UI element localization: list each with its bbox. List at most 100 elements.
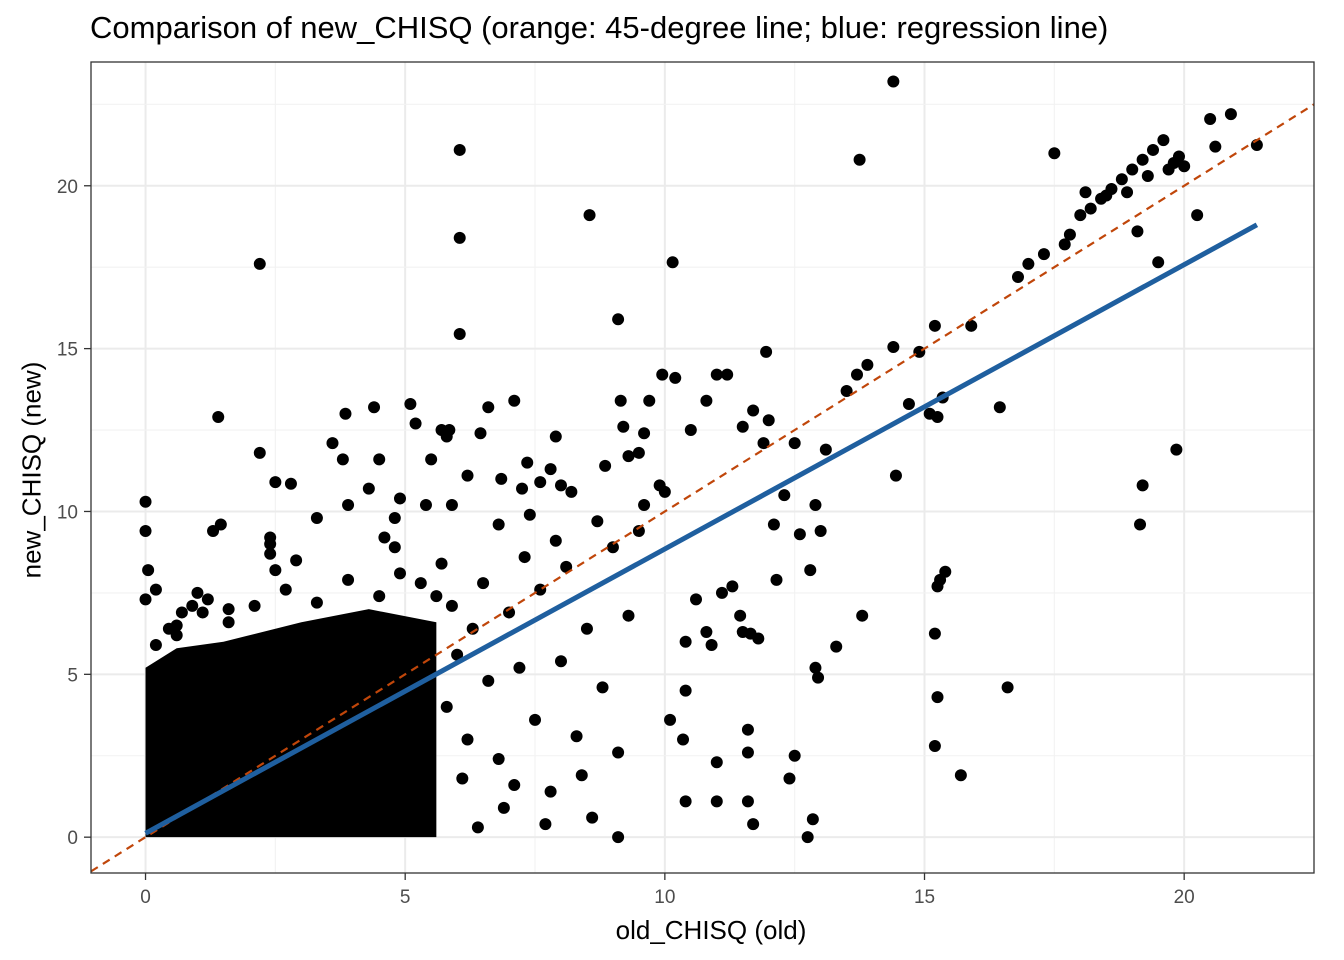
data-point: [856, 609, 869, 622]
data-point: [482, 401, 495, 414]
data-point: [1048, 147, 1061, 160]
data-point: [715, 586, 728, 599]
data-point: [814, 525, 827, 538]
data-point: [819, 443, 832, 456]
data-point: [612, 313, 625, 326]
cloud-point: [529, 713, 542, 726]
data-point: [1063, 228, 1076, 241]
y-tick-label: 20: [57, 177, 78, 198]
data-point: [409, 417, 422, 430]
data-point: [212, 411, 225, 424]
data-point: [614, 394, 627, 407]
data-point: [284, 477, 297, 490]
data-point: [679, 635, 692, 648]
data-point: [889, 469, 902, 482]
cloud-point: [632, 525, 645, 538]
data-point: [264, 538, 277, 551]
data-point: [1001, 681, 1014, 694]
x-tick-label: 10: [654, 887, 675, 908]
cloud-point: [456, 772, 469, 785]
cloud-point: [570, 730, 583, 743]
data-point: [1115, 173, 1128, 186]
y-tick-label: 10: [57, 502, 78, 523]
data-point: [1136, 153, 1149, 166]
data-point: [1157, 134, 1170, 147]
data-point: [461, 469, 474, 482]
data-point: [425, 453, 438, 466]
cloud-point: [497, 801, 510, 814]
data-point: [1058, 238, 1071, 251]
gridlines: [91, 62, 1314, 873]
data-point: [778, 489, 791, 502]
cloud-point: [612, 746, 625, 759]
data-point: [747, 818, 760, 831]
data-point: [809, 498, 822, 511]
data-point: [840, 384, 853, 397]
data-point: [516, 482, 529, 495]
data-point: [1209, 140, 1222, 153]
data-point: [1147, 143, 1160, 156]
cloud-point: [414, 577, 427, 590]
data-point: [1152, 256, 1165, 269]
data-point: [632, 446, 645, 459]
data-point: [222, 603, 235, 616]
data-point: [508, 394, 521, 407]
data-point: [443, 424, 456, 437]
data-point: [760, 345, 773, 358]
data-point: [404, 397, 417, 410]
cloud-point: [430, 590, 443, 603]
data-point: [928, 319, 941, 332]
data-point: [747, 404, 760, 417]
cloud-point: [461, 733, 474, 746]
data-point: [1204, 112, 1217, 125]
data-point: [783, 772, 796, 785]
data-point: [445, 498, 458, 511]
data-point: [419, 498, 432, 511]
data-point: [453, 231, 466, 244]
reference-lines: [91, 103, 1314, 873]
data-point: [544, 463, 557, 476]
data-point: [264, 547, 277, 560]
y-tick-label: 5: [67, 665, 78, 686]
cloud-point: [342, 573, 355, 586]
data-point: [741, 746, 754, 759]
data-point: [139, 495, 152, 508]
data-point: [310, 511, 323, 524]
data-point: [643, 394, 656, 407]
data-point: [1011, 270, 1024, 283]
cloud-point: [482, 674, 495, 687]
data-point: [793, 528, 806, 541]
data-point: [149, 583, 162, 596]
regression-line: [144, 222, 1259, 836]
dense-point-cloud: [145, 485, 671, 838]
data-point: [342, 498, 355, 511]
cloud-point: [591, 515, 604, 528]
data-point: [1170, 443, 1183, 456]
data-point: [806, 813, 819, 826]
data-point: [736, 420, 749, 433]
cloud-point: [638, 498, 651, 511]
data-point: [186, 599, 199, 612]
data-point: [931, 691, 944, 704]
data-point: [373, 453, 386, 466]
x-tick-label: 15: [914, 887, 935, 908]
data-point: [762, 414, 775, 427]
data-point: [887, 340, 900, 353]
cloud-point: [248, 599, 261, 612]
cloud-point: [575, 769, 588, 782]
data-point: [269, 564, 282, 577]
cloud-point: [513, 661, 526, 674]
x-tick-label: 0: [140, 887, 151, 908]
data-point: [1100, 189, 1113, 202]
data-point: [1074, 209, 1087, 222]
cloud-point: [393, 567, 406, 580]
data-point: [1141, 169, 1154, 182]
data-point: [705, 639, 718, 652]
data-point: [734, 609, 747, 622]
data-point: [378, 531, 391, 544]
y-tick-label: 0: [67, 828, 78, 849]
data-point: [809, 661, 822, 674]
cloud-point: [440, 700, 453, 713]
data-point: [638, 427, 651, 440]
cloud-point: [549, 534, 562, 547]
